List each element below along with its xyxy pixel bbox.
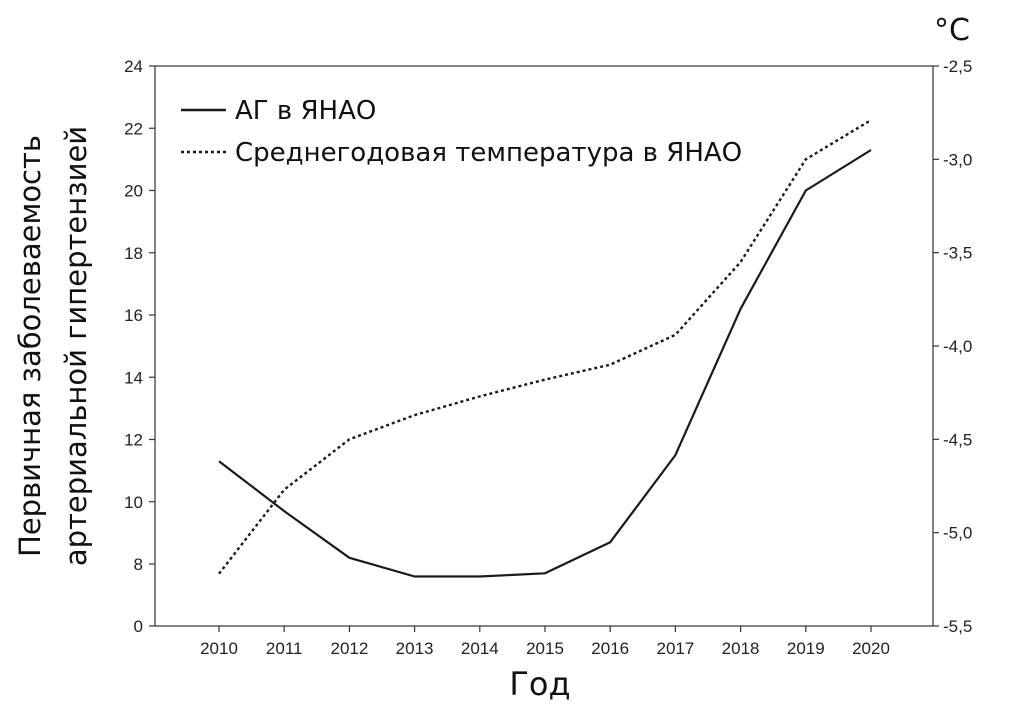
- y2-tick-label: -5,0: [943, 524, 972, 543]
- axis-titles: Год °C Первичная заболеваемость артериально…: [13, 13, 970, 703]
- x-tick-label: 2013: [396, 639, 434, 658]
- x-tick-label: 2012: [330, 639, 368, 658]
- x-tick-label: 2017: [656, 639, 694, 658]
- y-tick-label: 18: [124, 244, 143, 263]
- y2-tick-label: -4,5: [943, 430, 972, 449]
- x-tick-label: 2018: [722, 639, 760, 658]
- x-axis-ticks: 2010 2011 2012 2013 2014 2015 2016 2017 2018 2019…: [200, 626, 890, 658]
- series-layer: [218, 119, 872, 578]
- right-axis-ticks: -5,5 -5,0 -4,5 -4,0 -3,5 -3,0 -2,5: [933, 57, 972, 636]
- y-tick-label: 12: [124, 431, 143, 450]
- legend-label: АГ в ЯНАО: [235, 96, 376, 126]
- hypertension-series-line: [218, 149, 872, 578]
- y2-tick-label: -3,5: [943, 244, 972, 263]
- y-tick-label: 22: [124, 119, 143, 138]
- x-tick-label: 2016: [591, 639, 629, 658]
- x-axis-title: Год: [509, 665, 570, 703]
- x-tick-label: 2019: [787, 639, 825, 658]
- temperature-series-line: [218, 119, 872, 575]
- left-axis-ticks: 0 8 10 12 14 16 18 20 22 24: [124, 57, 155, 636]
- y2-tick-label: -3,0: [943, 150, 972, 169]
- y-tick-label: 0: [134, 617, 143, 636]
- y-axis-title-line: артериальной гипертензией: [59, 126, 93, 566]
- y2-tick-label: -2,5: [943, 57, 972, 76]
- x-tick-label: 2015: [526, 639, 564, 658]
- y-tick-label: 16: [124, 306, 143, 325]
- y-axis-title-line: Первичная заболеваемость: [13, 135, 47, 557]
- y-tick-label: 20: [124, 182, 143, 201]
- legend: АГ в ЯНАО Среднегодовая температура в ЯНА…: [181, 96, 742, 168]
- y-tick-label: 8: [134, 555, 143, 574]
- y-tick-label: 14: [124, 368, 143, 387]
- x-tick-label: 2011: [266, 639, 303, 658]
- legend-label: Среднегодовая температура в ЯНАО: [235, 138, 742, 168]
- y2-tick-label: -5,5: [943, 617, 972, 636]
- x-tick-label: 2014: [461, 639, 499, 658]
- y-tick-label: 24: [124, 57, 143, 76]
- x-tick-label: 2010: [200, 639, 238, 658]
- y-tick-label: 10: [124, 493, 143, 512]
- x-tick-label: 2020: [852, 639, 890, 658]
- y2-axis-unit: °C: [934, 13, 970, 48]
- y2-tick-label: -4,0: [943, 337, 972, 356]
